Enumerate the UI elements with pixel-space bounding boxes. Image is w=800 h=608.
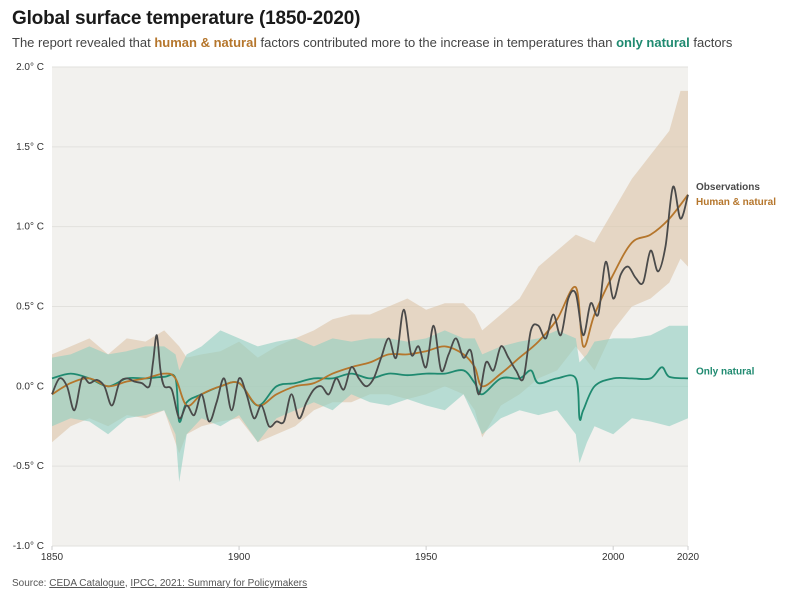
subtitle-text-3: factors xyxy=(689,35,733,50)
only-natural-band-area xyxy=(52,325,688,483)
series-labels: Observations Human & natural Only natural xyxy=(696,182,776,377)
chart-subtitle: The report revealed that human & natural… xyxy=(12,35,732,50)
y-tick-label: -0.5° C xyxy=(13,461,44,472)
chart-title: Global surface temperature (1850-2020) xyxy=(12,8,361,29)
subtitle-text-1: The report revealed that xyxy=(12,35,155,50)
source-sep: , xyxy=(124,578,131,589)
legend-label-human-natural: Human & natural xyxy=(696,197,776,208)
y-tick-label: 0.0° C xyxy=(16,381,44,392)
legend-label-observations: Observations xyxy=(696,182,760,193)
series-lines xyxy=(51,185,689,428)
x-tick-label: 2020 xyxy=(677,552,700,563)
subtitle-text-2: factors contributed more to the increase… xyxy=(256,35,617,50)
x-tick-label: 1850 xyxy=(41,552,64,563)
y-tick-label: 1.0° C xyxy=(16,222,44,233)
y-tick-label: 1.5° C xyxy=(16,142,44,153)
subtitle-highlight-human-natural: human & natural xyxy=(154,35,257,50)
human-natural-line xyxy=(51,194,689,407)
source-note: Source: CEDA Catalogue, IPCC, 2021: Summ… xyxy=(12,578,307,589)
source-link-ipcc[interactable]: IPCC, 2021: Summary for Policymakers xyxy=(130,578,308,589)
source-link-ceda[interactable]: CEDA Catalogue xyxy=(49,578,125,589)
source-prefix: Source: xyxy=(12,578,50,589)
y-axis-ticks: 2.0° C 1.5° C 1.0° C 0.5° C 0.0° C -0.5° C -1.… xyxy=(13,62,44,552)
subtitle-highlight-only-natural: only natural xyxy=(616,35,690,50)
x-tick-label: 1900 xyxy=(228,552,251,563)
x-tick-label: 1950 xyxy=(415,552,438,563)
y-tick-label: -1.0° C xyxy=(13,541,44,552)
y-tick-label: 2.0° C xyxy=(16,62,44,73)
x-tick-label: 2000 xyxy=(602,552,625,563)
x-axis-ticks: 1850 1900 1950 2000 2020 xyxy=(41,546,700,563)
legend-label-only-natural: Only natural xyxy=(696,366,755,377)
uncertainty-bands xyxy=(52,90,688,483)
y-tick-label: 0.5° C xyxy=(16,302,44,313)
observations-line xyxy=(51,185,689,428)
